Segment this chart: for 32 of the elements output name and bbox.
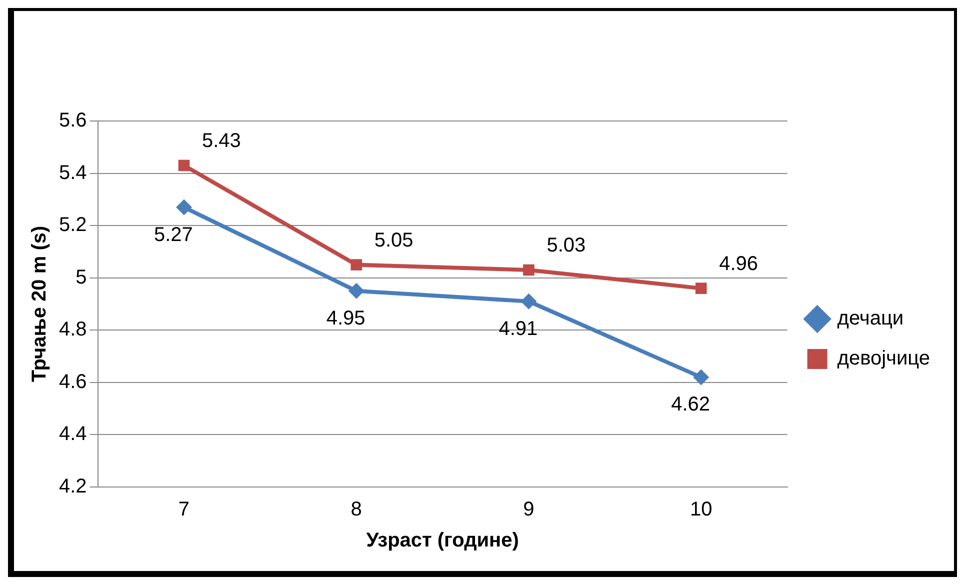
y-tick-label: 4.2 bbox=[58, 476, 87, 498]
legend-label: дечаци bbox=[837, 308, 904, 330]
legend-label: девојчице bbox=[837, 348, 930, 370]
data-label: 5.27 bbox=[154, 224, 193, 246]
x-tick-label: 8 bbox=[350, 498, 362, 521]
data-label: 4.62 bbox=[671, 394, 710, 416]
data-label: 4.96 bbox=[719, 252, 758, 275]
y-tick-label: 5.6 bbox=[58, 110, 87, 132]
point bbox=[348, 282, 364, 299]
point bbox=[176, 199, 192, 216]
y-tick-label: 5.2 bbox=[58, 214, 87, 236]
y-tick-label: 4.6 bbox=[58, 370, 87, 393]
point bbox=[695, 282, 707, 294]
point bbox=[520, 293, 537, 310]
x-tick-label: 9 bbox=[523, 498, 534, 521]
data-label: 5.43 bbox=[202, 130, 241, 152]
point bbox=[178, 160, 190, 172]
point bbox=[350, 259, 362, 270]
data-label: 5.03 bbox=[546, 234, 586, 257]
data-label: 4.91 bbox=[498, 318, 538, 340]
point bbox=[523, 264, 534, 276]
data-label: 5.05 bbox=[374, 229, 414, 252]
x-tick-label: 10 bbox=[690, 498, 712, 521]
y-tick-label: 5 bbox=[76, 266, 87, 288]
y-axis-title: Трчање 20 m (s) bbox=[28, 226, 51, 382]
data-label: 4.95 bbox=[326, 307, 366, 330]
x-tick-label: 7 bbox=[178, 498, 190, 521]
y-tick-label: 5.4 bbox=[58, 162, 87, 184]
point bbox=[693, 369, 710, 386]
x-axis-title: Узраст (године) bbox=[366, 530, 519, 552]
y-tick-label: 4.4 bbox=[58, 423, 87, 446]
y-tick-label: 4.8 bbox=[58, 318, 87, 341]
